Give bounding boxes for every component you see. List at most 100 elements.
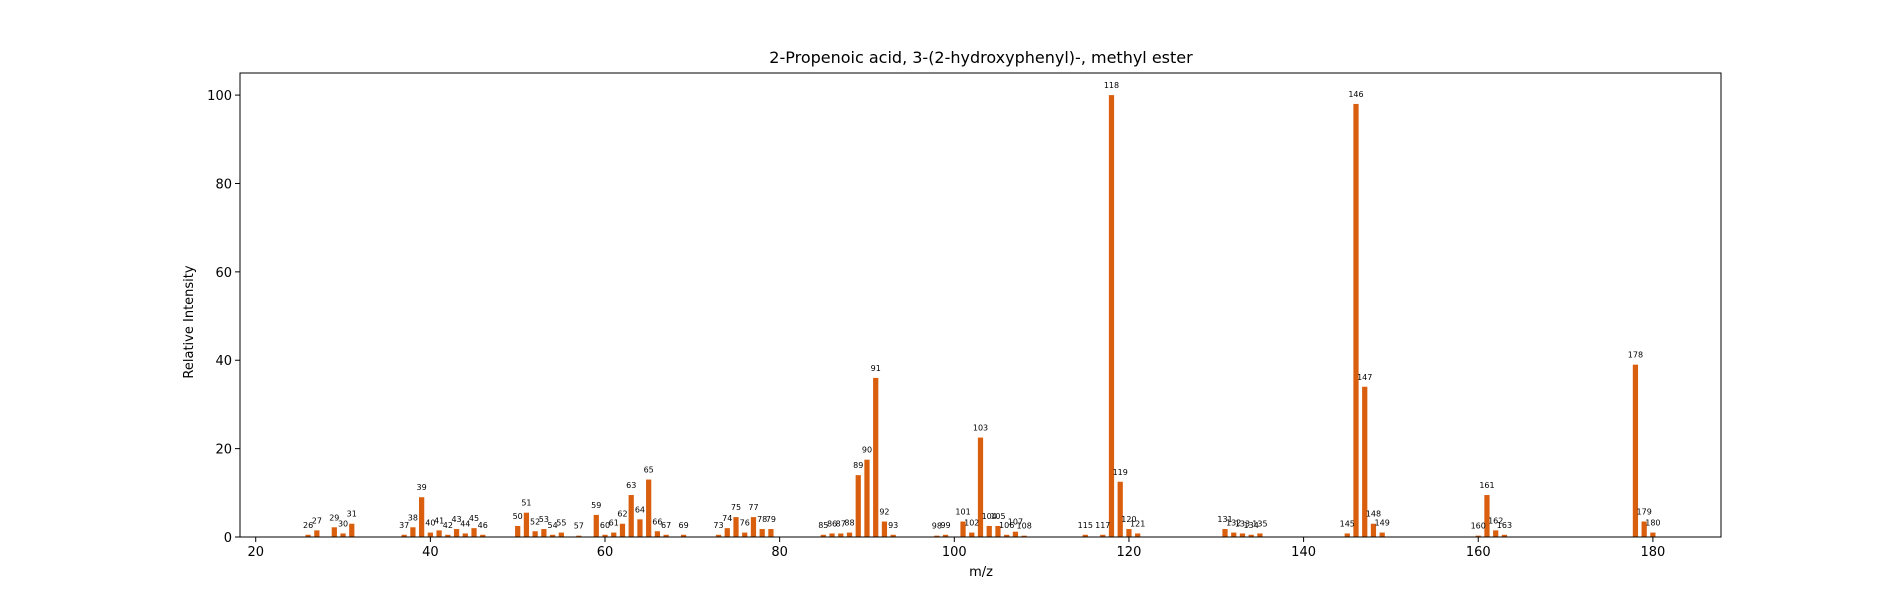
bar-label-mz-180: 180 [1645,519,1660,528]
bar-label-mz-107: 107 [1008,518,1023,527]
bar-mz-37 [401,534,407,537]
bar-label-mz-99: 99 [940,521,950,530]
bar-label-mz-64: 64 [635,505,645,514]
bar-mz-99 [942,534,949,537]
bar-label-mz-132: 132 [1226,519,1241,528]
bar-mz-40 [427,532,433,537]
bar-label-mz-146: 146 [1348,90,1363,99]
bar-label-mz-55: 55 [556,519,566,528]
bar-mz-51 [523,512,530,537]
bar-label-mz-60: 60 [600,521,610,530]
bar-mz-104 [986,525,992,537]
bar-mz-85 [820,534,826,537]
bar-mz-108 [1021,535,1027,537]
bar-mz-43 [453,529,460,537]
bar-label-mz-131: 131 [1217,515,1232,524]
bar-mz-87 [838,533,844,537]
bar-mz-50 [515,525,521,537]
bar-label-mz-52: 52 [530,517,540,526]
bar-label-mz-41: 41 [434,516,444,525]
bar-label-mz-115: 115 [1078,521,1093,530]
x-tick-label: 80 [771,545,788,560]
bar-label-mz-50: 50 [513,512,523,521]
x-tick-label: 160 [1466,545,1491,560]
bar-mz-101 [960,521,966,537]
bar-label-mz-135: 135 [1252,519,1267,528]
bar-label-mz-102: 102 [964,519,979,528]
bar-mz-86 [829,533,835,537]
bar-label-mz-38: 38 [408,513,418,522]
bar-mz-31 [349,523,355,537]
bar-label-mz-66: 66 [652,517,662,526]
y-tick-label: 40 [215,354,232,369]
bar-label-mz-59: 59 [591,501,601,510]
bar-mz-91 [873,377,879,537]
bar-mz-69 [680,534,687,537]
bar-mz-55 [558,532,564,537]
x-tick-label: 140 [1291,545,1316,560]
bar-label-mz-91: 91 [871,364,881,373]
bar-mz-160 [1475,535,1481,537]
bar-mz-39 [419,497,425,537]
bar-label-mz-121: 121 [1130,519,1145,528]
bar-label-mz-79: 79 [766,515,776,524]
bar-label-mz-86: 86 [827,519,837,528]
bar-label-mz-120: 120 [1121,515,1136,524]
bar-label-mz-118: 118 [1104,81,1119,90]
bar-label-mz-44: 44 [460,519,470,528]
bar-mz-89 [855,475,861,537]
x-axis-ticks: 20 40 60 80 100 120 140 160 180 [247,537,1665,560]
bar-mz-66 [654,531,661,537]
bar-label-mz-90: 90 [862,446,872,455]
bar-mz-74 [724,528,730,537]
bar-label-mz-148: 148 [1366,510,1381,519]
bar-mz-42 [445,534,451,537]
bar-mz-92 [881,521,888,537]
bar-mz-57 [576,535,582,537]
bar-label-mz-26: 26 [303,521,313,530]
bar-mz-148 [1370,523,1377,537]
y-tick-label: 0 [224,531,232,546]
bar-mz-115 [1082,534,1088,537]
bar-mz-26 [305,534,311,537]
bar-mz-117 [1100,534,1106,537]
bar-mz-78 [759,529,765,537]
bar-label-mz-75: 75 [731,503,741,512]
bar-mz-103 [977,437,984,537]
y-tick-label: 20 [215,443,232,458]
bar-label-mz-65: 65 [644,466,654,475]
bar-mz-161 [1484,495,1490,537]
bar-label-mz-67: 67 [661,521,671,530]
bar-mz-107 [1012,531,1019,537]
bar-mz-52 [532,531,538,537]
bar-label-mz-93: 93 [888,521,898,530]
y-tick-label: 100 [207,89,232,104]
bar-mz-134 [1248,534,1254,537]
bar-label-mz-74: 74 [722,514,732,523]
bar-label-mz-133: 133 [1235,519,1250,528]
x-tick-label: 60 [597,545,614,560]
bar-label-mz-105: 105 [990,512,1005,521]
bar-mz-90 [864,459,870,537]
bar-mz-53 [541,529,547,537]
bar-label-mz-53: 53 [539,515,549,524]
bar-label-mz-119: 119 [1113,468,1128,477]
bar-mz-180 [1650,532,1656,537]
bar-label-mz-85: 85 [818,521,828,530]
bars-group [305,95,1656,538]
bar-mz-118 [1108,95,1115,537]
bar-label-mz-31: 31 [347,510,357,519]
bar-mz-93 [890,534,896,537]
bar-mz-62 [619,523,626,537]
bar-label-mz-29: 29 [329,513,339,522]
bar-mz-132 [1231,532,1237,537]
bar-mz-131 [1222,529,1228,537]
x-axis-label: m/z [969,565,993,580]
bar-mz-54 [550,534,556,537]
x-tick-label: 180 [1640,545,1665,560]
bar-label-mz-134: 134 [1244,521,1259,530]
bar-label-mz-73: 73 [713,521,723,530]
bar-label-mz-40: 40 [425,519,435,528]
